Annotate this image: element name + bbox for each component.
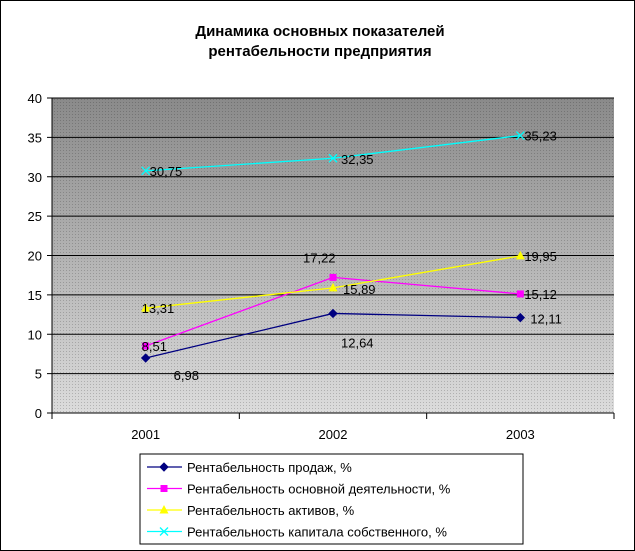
marker-stroke <box>141 166 151 176</box>
data-point <box>142 342 150 350</box>
series-4: 30,75 32,35 35,23 <box>141 129 557 179</box>
data-point <box>328 282 338 292</box>
legend-label: Рентабельность продаж, % <box>187 460 352 475</box>
y-tick-label: 25 <box>28 209 42 224</box>
y-tick-label: 20 <box>28 249 42 264</box>
series-3: 13,31 15,89 19,95 <box>141 249 557 316</box>
legend-label: Рентабельность активов, % <box>187 503 355 518</box>
data-label: 32,35 <box>341 152 374 167</box>
data-point <box>141 166 151 176</box>
chart-title-line-2: рентабельности предприятия <box>208 43 431 60</box>
legend: Рентабельность продаж, % Рентабельность о… <box>139 453 524 545</box>
legend-box <box>139 453 524 545</box>
legend-item: Рентабельность продаж, % <box>147 460 352 475</box>
data-point <box>515 312 526 323</box>
x-tick-label: 2001 <box>131 427 160 442</box>
marker-stroke <box>515 131 525 141</box>
legend-label: Рентабельность основной деятельности, % <box>187 482 451 497</box>
data-point <box>328 308 338 319</box>
x-tick-label: 2002 <box>319 427 348 442</box>
data-point <box>328 153 338 163</box>
data-label: 19,95 <box>524 249 557 264</box>
plot-area: 0 5 10 15 20 25 30 35 40 2001 2002 2003 6,98 12,64 12,… <box>28 91 615 442</box>
series-2: 8,51 17,22 15,12 <box>142 250 557 354</box>
legend-marker <box>159 462 169 472</box>
data-point <box>515 250 525 260</box>
marker-stroke <box>159 527 169 536</box>
y-tick-label: 35 <box>28 130 42 145</box>
data-point <box>141 303 151 312</box>
x-tick-label: 2003 <box>506 427 535 442</box>
y-tick-label: 40 <box>28 91 42 106</box>
data-label: 17,22 <box>303 250 336 265</box>
data-label: 13,31 <box>142 301 175 316</box>
data-label: 12,11 <box>530 312 562 327</box>
legend-item: Рентабельность капитала собственного, % <box>147 525 447 540</box>
series-1: 6,98 12,64 12,11 <box>140 308 562 383</box>
legend-marker <box>160 485 168 492</box>
data-label: 35,23 <box>524 129 557 144</box>
data-point <box>329 273 337 281</box>
data-point <box>140 353 151 363</box>
data-label: 12,64 <box>341 335 374 350</box>
marker-stroke <box>328 153 338 163</box>
legend-marker <box>159 505 169 514</box>
data-label: 8,51 <box>142 339 167 354</box>
y-tick-label: 10 <box>28 327 42 342</box>
y-tick-label: 30 <box>28 170 42 185</box>
legend-item: Рентабельность активов, % <box>147 503 355 518</box>
data-label: 6,98 <box>174 368 199 383</box>
data-point <box>515 131 525 141</box>
data-label: 15,12 <box>524 287 557 302</box>
legend-label: Рентабельность капитала собственного, % <box>187 525 447 540</box>
legend-marker <box>159 527 169 536</box>
data-point <box>516 290 524 298</box>
y-tick-label: 15 <box>28 288 42 303</box>
chart-title-line-1: Динамика основных показателей <box>195 23 444 40</box>
y-tick-label: 5 <box>35 367 42 382</box>
y-tick-label: 0 <box>35 406 42 421</box>
legend-item: Рентабельность основной деятельности, % <box>147 482 451 497</box>
data-label: 15,89 <box>343 282 376 297</box>
data-label: 30,75 <box>150 164 183 179</box>
